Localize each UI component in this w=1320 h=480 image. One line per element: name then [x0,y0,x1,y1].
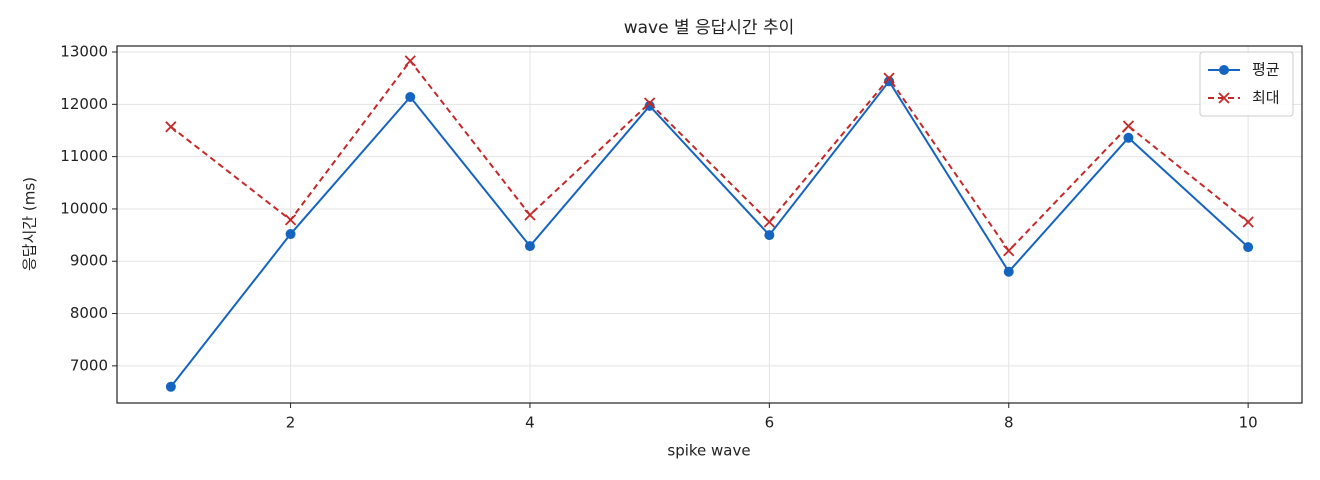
point [1242,216,1254,228]
point [1003,245,1015,257]
series-line [170,79,1249,388]
x-tick-label: 10 [1239,414,1258,432]
y-tick-label: 11000 [60,147,108,165]
point [404,55,416,67]
point [1003,266,1014,277]
x-tick-label: 8 [1004,414,1014,432]
point [764,230,775,241]
point [644,97,656,109]
point [763,216,775,228]
point [1123,132,1134,143]
plot-frame [116,45,1303,404]
point [165,381,176,392]
point [524,241,535,252]
y-tick-label: 7000 [70,356,108,374]
x-tick-label: 4 [525,414,535,432]
plot [165,55,1254,392]
y-tick-label: 9000 [70,252,108,270]
point [644,100,655,111]
grid: 7000 8000 9000 10000 11000 12000 13000 2 4 6 8 10 [60,43,1302,432]
legend-marker [1219,65,1229,75]
legend-label: 평균 [1252,61,1280,79]
point [524,209,536,221]
y-tick-label: 8000 [70,304,108,322]
point [285,229,296,240]
y-tick-label: 10000 [60,199,108,217]
y-tick-label: 12000 [60,95,108,113]
legend-label: 최대 [1252,89,1280,107]
point [165,121,177,133]
y-tick-label: 13000 [60,43,108,61]
x-tick-label: 6 [765,414,775,432]
x-axis-label: spike wave [667,442,750,460]
legend-marker [1218,92,1230,104]
series-line [170,59,1249,253]
point [284,214,297,226]
point [884,76,895,87]
x-tick-label: 2 [286,414,296,432]
point [1122,120,1135,132]
point [1243,242,1254,253]
point [405,92,416,102]
chart-title: wave 별 응답시간 추이 [624,18,795,38]
y-axis-label: 응답시간 (ms) [21,177,39,271]
point [883,72,895,84]
